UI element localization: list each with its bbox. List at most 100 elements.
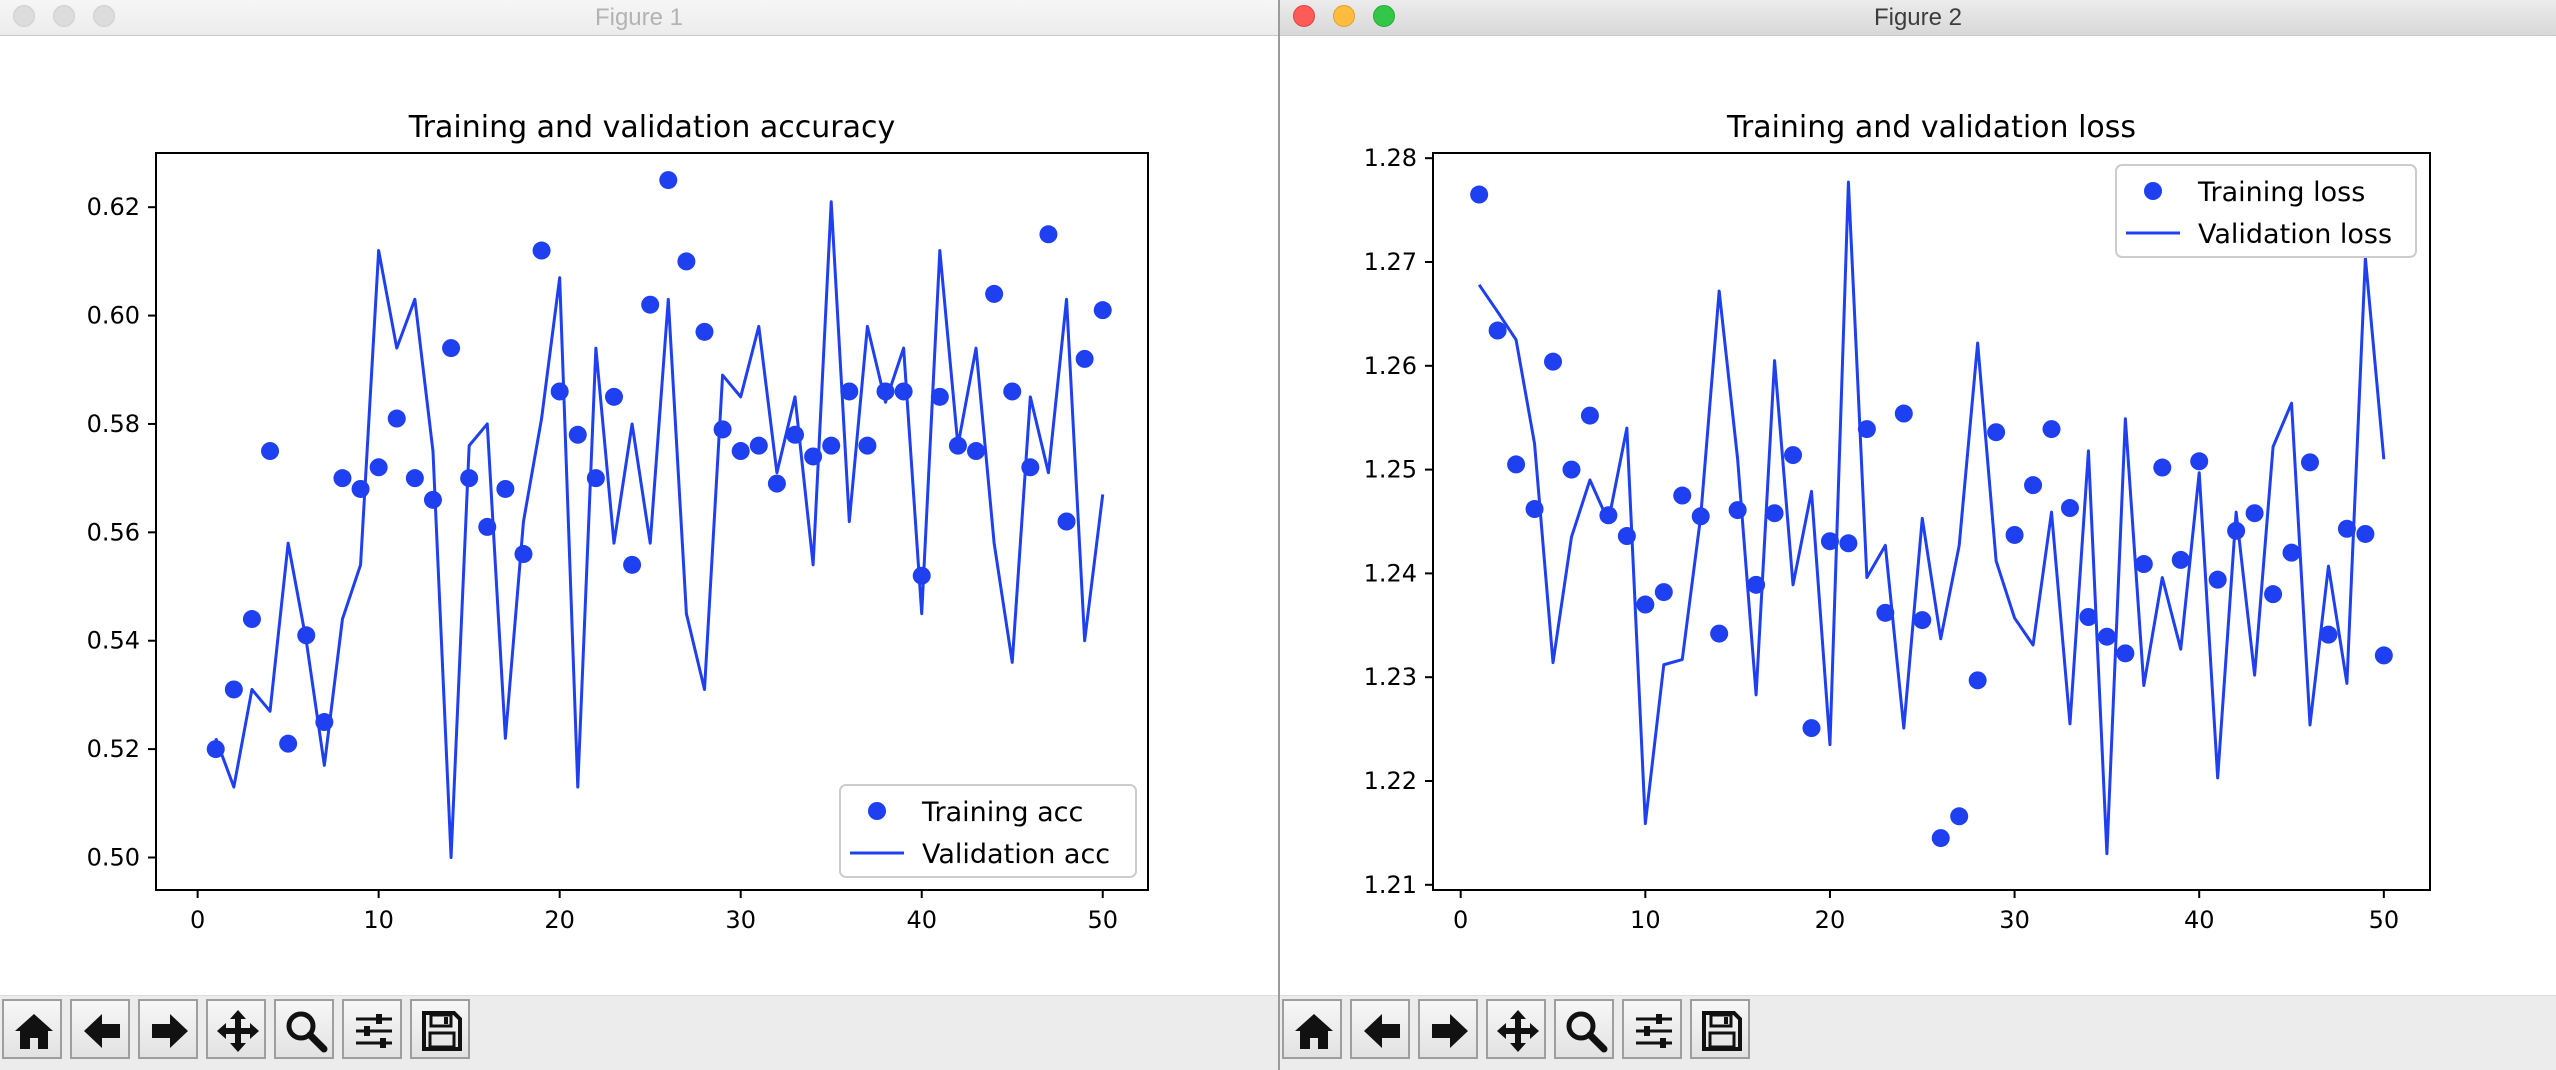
title-bar[interactable]: Figure 1 [0,0,1278,36]
data-point [206,740,225,759]
close-button[interactable] [13,5,35,27]
data-point [894,382,913,401]
home-icon [15,1014,53,1049]
data-point [1894,404,1913,423]
data-point [297,626,316,645]
data-point [442,339,461,358]
data-point [2097,627,2116,646]
legend-label: Training loss [2197,177,2365,208]
zoom-button[interactable] [93,5,115,27]
data-point [677,252,696,271]
data-point [1580,406,1599,425]
x-tick-label: 10 [1630,906,1661,934]
minimize-button[interactable] [53,5,75,27]
forward-arrow-icon [1432,1014,1468,1048]
forward-button[interactable] [138,999,198,1059]
data-point [1488,321,1507,340]
y-tick-label: 1.28 [1364,144,1417,172]
data-point [840,382,859,401]
loss-chart: Training and validation loss 0 10 20 30 40 50 1… [1364,110,2431,934]
data-point [786,425,805,444]
data-point [1562,460,1581,479]
navigation-toolbar [1280,995,2556,1070]
data-point [713,420,732,439]
figure-1-window: Figure 1 Training and validation accurac… [0,0,1278,1070]
window-title: Figure 1 [594,4,684,31]
close-button[interactable] [1293,5,1315,27]
data-point [369,458,388,477]
data-point [2208,570,2227,589]
pan-button[interactable] [206,999,266,1059]
data-point [496,479,515,498]
back-button[interactable] [70,999,130,1059]
data-point [731,442,750,461]
data-point [2153,458,2172,477]
data-point [2171,550,2190,569]
x-tick-label: 40 [2184,906,2215,934]
data-point [1747,575,1766,594]
y-tick-label: 0.54 [87,627,140,655]
minimize-button[interactable] [1333,5,1355,27]
data-point [1544,352,1563,371]
zoom-rect-button[interactable] [1554,999,1614,1059]
data-point [224,680,243,699]
save-button[interactable] [1690,999,1750,1059]
legend: Training loss Validation loss [2115,164,2417,258]
data-point [659,171,678,190]
data-point [1617,527,1636,546]
y-tick-label: 1.26 [1364,352,1417,380]
data-point [2116,644,2135,663]
zoom-rect-button[interactable] [274,999,334,1059]
data-point [2319,625,2338,644]
data-point [2337,519,2356,538]
data-point [2227,521,2246,540]
navigation-toolbar [0,995,1278,1070]
data-point [1673,486,1692,505]
zoom-button[interactable] [1373,5,1395,27]
data-point [351,479,370,498]
data-point [2134,555,2153,574]
data-point [1654,583,1673,602]
data-point [767,474,786,493]
data-point [876,382,895,401]
data-point [1507,455,1526,474]
data-point [2024,476,2043,495]
data-point [2356,524,2375,543]
data-point [1039,225,1058,244]
configure-subplots-button[interactable] [1622,999,1682,1059]
data-point [1968,671,1987,690]
plot-area [1432,152,2431,891]
data-point [804,447,823,466]
title-bar[interactable]: Figure 2 [1280,0,2556,36]
y-tick-label: 1.27 [1364,248,1417,276]
x-tick-label: 10 [363,906,394,934]
back-arrow-icon [84,1014,120,1048]
y-tick-label: 0.56 [87,518,140,546]
save-button[interactable] [410,999,470,1059]
home-button[interactable] [2,999,62,1059]
data-point [1876,603,1895,622]
pan-button[interactable] [1486,999,1546,1059]
data-point [1987,423,2006,442]
data-point [1057,512,1076,531]
x-tick-label: 30 [1999,906,2030,934]
data-point [1765,504,1784,523]
forward-button[interactable] [1418,999,1478,1059]
data-point [2264,585,2283,604]
window-title: Figure 2 [1873,4,1963,31]
data-point [2245,504,2264,523]
data-point [514,545,533,564]
back-button[interactable] [1350,999,1410,1059]
configure-subplots-button[interactable] [342,999,402,1059]
data-point [641,295,660,314]
plot-area [155,152,1149,891]
data-point [1839,534,1858,553]
data-point [586,469,605,488]
home-button[interactable] [1282,999,1342,1059]
data-point [550,382,569,401]
data-point [2300,453,2319,472]
subplots-icon [1636,1014,1672,1048]
data-point [1691,507,1710,526]
data-point [948,436,967,455]
data-point [2374,646,2393,665]
